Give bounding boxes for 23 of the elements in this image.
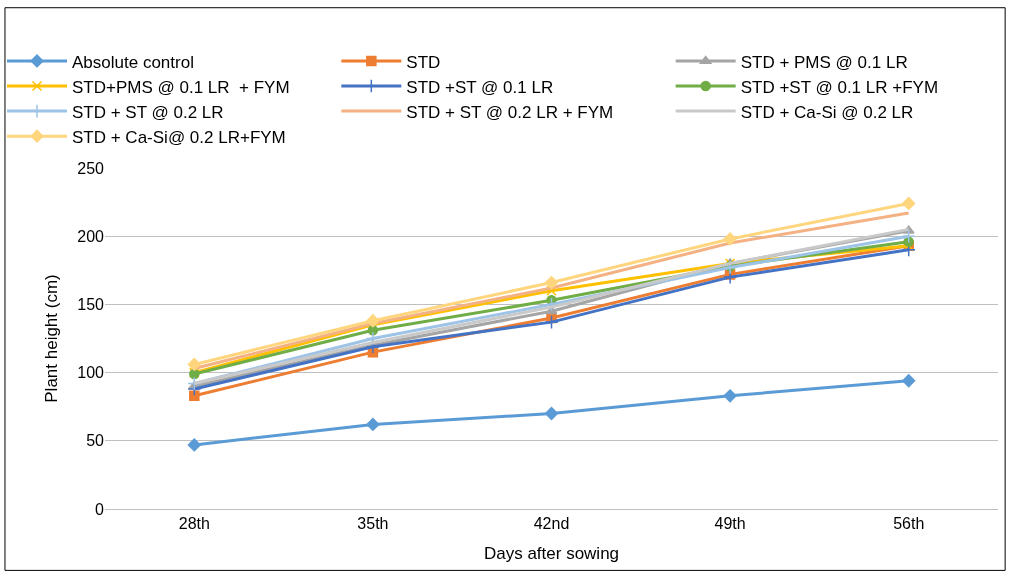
legend-label: STD +ST @ 0.1 LR	[406, 77, 554, 97]
y-tick-label: 150	[77, 296, 105, 313]
legend-label: STD	[406, 52, 441, 72]
legend-label: STD+PMS @ 0.1 LR + FYM	[72, 77, 290, 97]
legend-label: Absolute control	[72, 52, 194, 72]
legend-label: STD + Ca-Si@ 0.2 LR+FYM	[72, 127, 286, 147]
x-tick-label: 49th	[714, 515, 746, 533]
y-axis-title: Plant height (cm)	[41, 274, 61, 403]
x-tick-label: 35th	[357, 515, 389, 533]
x-axis-title: Days after sowing	[483, 543, 620, 563]
legend-label: STD + ST @ 0.2 LR	[72, 102, 224, 122]
y-tick-label: 200	[77, 227, 105, 245]
y-tick-label: 100	[77, 364, 105, 382]
x-tick-label: 28th	[178, 515, 210, 533]
y-tick-label: 50	[86, 432, 105, 450]
legend-label: STD + Ca-Si @ 0.2 LR	[740, 102, 914, 122]
legend-label: STD + ST @ 0.2 LR + FYM	[406, 102, 614, 122]
x-tick-label: 42nd	[533, 515, 570, 533]
legend-label: STD +ST @ 0.1 LR +FYM	[740, 77, 939, 97]
y-tick-label: 250	[77, 159, 105, 177]
y-tick-label: 0	[95, 500, 105, 518]
legend-label: STD + PMS @ 0.1 LR	[740, 52, 908, 72]
x-tick-label: 56th	[893, 515, 925, 533]
